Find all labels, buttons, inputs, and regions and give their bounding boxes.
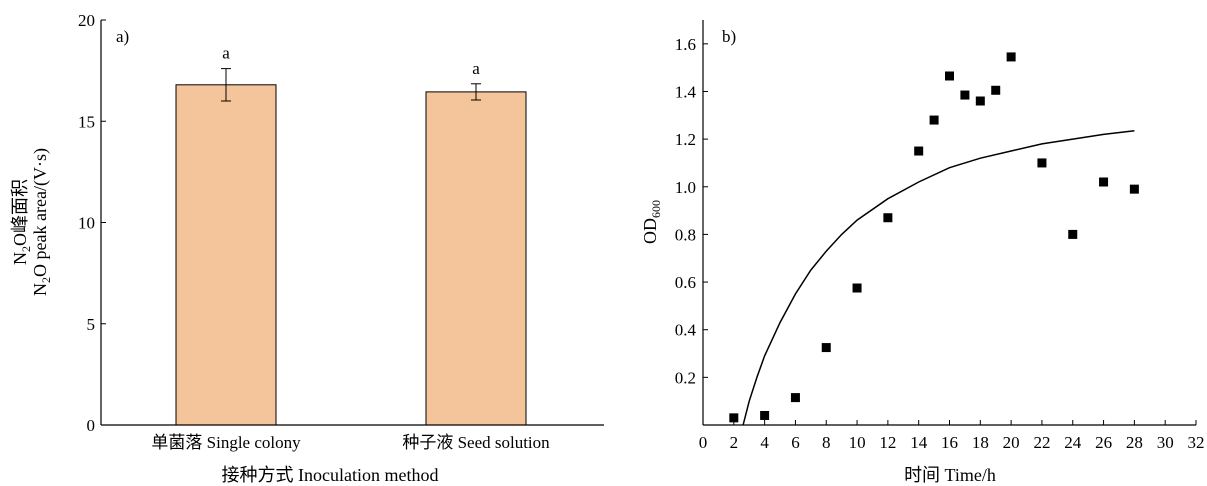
scatter-x-tick-label: 4 <box>760 433 769 452</box>
bar-y-title-line2-sub: 2 <box>39 277 53 283</box>
bar-y-tick-labels: 0 5 10 15 20 <box>78 11 106 435</box>
scatter-x-tick-label: 0 <box>699 433 708 452</box>
bar-y-tick-label: 5 <box>87 315 96 334</box>
data-point <box>1037 158 1047 168</box>
bar-y-title-line1-rest: O峰面积 <box>10 179 30 246</box>
bar-y-tick-label: 10 <box>78 214 95 233</box>
bar-x-tick-label: 单菌落 Single colony <box>151 433 301 452</box>
bar <box>175 84 277 426</box>
scatter-y-title-base: OD <box>640 218 660 244</box>
svg-text:OD600: OD600 <box>640 200 663 244</box>
bar-y-title-line2-base: N <box>30 283 50 296</box>
scatter-y-tick-label: 0.2 <box>675 368 696 387</box>
fit-curve <box>742 130 1135 426</box>
scatter-points <box>729 52 1139 423</box>
data-point <box>729 413 739 423</box>
data-point <box>975 96 985 106</box>
scatter-y-tick-label: 1.0 <box>675 178 696 197</box>
scatter-y-tick-label: 0.8 <box>675 225 696 244</box>
scatter-x-tick-labels: 0 2 4 6 8 10 12 14 16 18 20 22 24 26 28 30 32 <box>699 420 1205 452</box>
data-point <box>821 343 831 353</box>
scatter-chart-panel: b) 0.20.40.60.81.01.21.41.6 0 2 4 6 8 10 12 14 1… <box>640 20 1205 485</box>
data-point <box>760 410 770 420</box>
bar-y-tick-label: 20 <box>78 11 95 30</box>
scatter-x-tick-label: 20 <box>1003 433 1020 452</box>
scatter-x-tick-label: 28 <box>1126 433 1143 452</box>
bar-x-axis-title: 接种方式 Inoculation method <box>222 465 439 485</box>
panel-b-label: b) <box>722 27 736 46</box>
data-point <box>1099 177 1109 187</box>
scatter-x-tick-label: 12 <box>879 433 896 452</box>
svg-text:N2O峰面积: N2O峰面积 <box>10 179 33 265</box>
panel-a-label: a) <box>116 27 129 46</box>
data-point <box>914 146 924 156</box>
bar-marks: aa <box>175 44 527 426</box>
bar-x-tick-labels: 单菌落 Single colony 种子液 Seed solution <box>151 433 550 452</box>
data-point <box>883 213 893 223</box>
scatter-y-tick-label: 0.4 <box>675 321 697 340</box>
bar <box>425 91 527 426</box>
scatter-x-tick-label: 24 <box>1064 433 1082 452</box>
data-point <box>929 115 939 125</box>
scatter-x-tick-label: 26 <box>1095 433 1112 452</box>
bar-y-title-line1-base: N <box>10 252 30 265</box>
scatter-x-tick-label: 16 <box>941 433 958 452</box>
data-point <box>991 85 1001 95</box>
bar-y-axis-title: N2O峰面积 N2O peak area/(V·s) <box>10 148 53 296</box>
scatter-y-axis-title: OD600 <box>640 200 663 244</box>
scatter-x-tick-label: 30 <box>1157 433 1174 452</box>
scatter-x-tick-label: 6 <box>791 433 800 452</box>
bar-y-tick-label: 0 <box>87 416 96 435</box>
data-point <box>1068 229 1078 239</box>
significance-letter: a <box>222 44 230 63</box>
scatter-y-tick-label: 0.6 <box>675 273 696 292</box>
bar-y-title-line1-sub: 2 <box>19 246 33 252</box>
data-point <box>960 90 970 100</box>
scatter-y-tick-label: 1.4 <box>675 82 697 101</box>
bar-y-title-line2-rest: O peak area/(V·s) <box>30 148 51 277</box>
data-point <box>1129 184 1139 194</box>
data-point <box>1006 52 1016 62</box>
significance-letter: a <box>472 59 480 78</box>
scatter-y-title-sub: 600 <box>649 200 663 218</box>
scatter-x-tick-label: 14 <box>910 433 928 452</box>
scatter-x-tick-label: 2 <box>730 433 739 452</box>
scatter-y-tick-label: 1.2 <box>675 130 696 149</box>
data-point <box>852 283 862 293</box>
data-point <box>790 393 800 403</box>
bar-x-tick-label: 种子液 Seed solution <box>402 433 550 452</box>
scatter-y-tick-label: 1.6 <box>675 35 696 54</box>
scatter-x-tick-label: 10 <box>849 433 866 452</box>
data-point <box>945 71 954 81</box>
bar-y-tick-label: 15 <box>78 112 95 131</box>
scatter-x-tick-label: 32 <box>1188 433 1205 452</box>
scatter-x-tick-label: 22 <box>1033 433 1050 452</box>
scatter-x-tick-label: 18 <box>972 433 989 452</box>
scatter-x-tick-label: 8 <box>822 433 831 452</box>
scatter-x-axis-title: 时间 Time/h <box>904 465 996 485</box>
scatter-y-tick-labels: 0.2 0.4 0.6 0.8 1.0 1.2 1.4 1.6 <box>675 35 708 387</box>
svg-text:N2O peak area/(V·s): N2O peak area/(V·s) <box>30 148 53 296</box>
